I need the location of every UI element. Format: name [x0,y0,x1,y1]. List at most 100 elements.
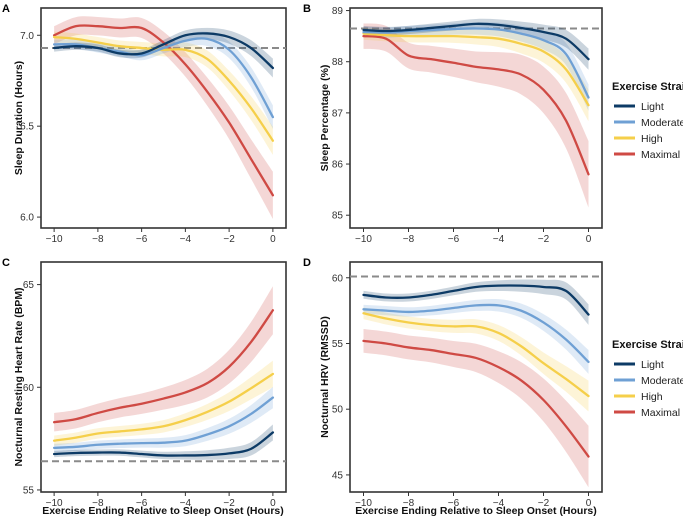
chart-marks-layer: −10 −8 −6 −4 −2 0 6.0 6.5 7.0 −10 −8 −6 −4 −2 0 85 86 87 8… [20,6,602,509]
panel-letter: B [303,3,311,15]
plot-frame [349,261,603,493]
confidence-band-moderate [54,31,273,129]
confidence-band-maximal [363,23,589,208]
x-axis-title: Exercise Ending Relative to Sleep Onset … [355,505,597,517]
x-tick-label: −4 [493,234,505,245]
x-tick-label: −4 [180,234,192,245]
series-line-high [52,372,275,442]
y-tick-label: 45 [332,470,344,481]
panel-letter: C [2,257,10,269]
legend-label-maximal: Maximal [641,149,680,161]
x-axis-title: Exercise Ending Relative to Sleep Onset … [42,505,284,517]
x-tick-label: −2 [538,498,550,509]
y-tick-label: 87 [332,108,344,119]
confidence-band-maximal [363,329,589,488]
plot-frame [349,7,603,229]
panel-c-resting-heart-rate: C Nocturnal Resting Heart Rate (BPM) Exe… [2,257,287,517]
y-tick-label: 6.0 [20,213,34,224]
x-tick-label: 0 [270,498,276,509]
series-line-light [362,22,590,61]
series-line-high [362,32,590,107]
confidence-band-high [54,31,273,155]
series-line-light [362,284,590,316]
legend-label-moderate: Moderate [641,375,683,387]
series-line-maximal [362,34,590,176]
x-tick-label: −8 [92,234,104,245]
panel-d-hrv: D Nocturnal HRV (RMSSD) Exercise Ending … [303,257,603,517]
legend-label-light: Light [641,359,664,371]
series-line-high [362,312,590,398]
y-tick-label: 50 [332,405,344,416]
legend-label-high: High [641,391,663,403]
x-tick-label: −10 [46,498,63,509]
panel-c-marks: −10 −8 −6 −4 −2 0 55 60 65 [23,280,286,509]
legend-label-maximal: Maximal [641,407,680,419]
confidence-band-maximal [54,286,273,432]
legend-bottom: Exercise Strain Light Moderate High Maxi… [612,339,683,419]
panel-b-marks: −10 −8 −6 −4 −2 0 85 86 87 88 89 [332,6,602,245]
legend-title: Exercise Strain [612,81,683,93]
confidence-band-light [363,279,589,325]
x-tick-label: −10 [355,234,372,245]
y-tick-label: 7.0 [20,31,34,42]
legend-label-light: Light [641,101,664,113]
x-tick-label: −2 [223,498,235,509]
y-tick-label: 60 [23,383,35,394]
legend-top: Exercise Strain Light Moderate High Maxi… [612,81,683,161]
x-tick-label: −6 [448,234,460,245]
x-tick-label: −8 [403,498,415,509]
x-tick-label: −2 [538,234,550,245]
confidence-band-high [363,27,589,122]
y-axis-title: Nocturnal Resting Heart Rate (BPM) [13,287,25,466]
confidence-band-light [54,424,273,460]
series-line-light [52,32,275,70]
series-line-maximal [52,24,275,197]
y-tick-label: 86 [332,160,344,171]
x-tick-label: 0 [586,498,592,509]
x-tick-label: −2 [223,234,235,245]
panel-a-marks: −10 −8 −6 −4 −2 0 6.0 6.5 7.0 [20,16,286,245]
series-line-light [52,431,275,457]
confidence-band-maximal [54,16,273,219]
confidence-band-moderate [363,22,589,111]
x-tick-label: −4 [493,498,505,509]
x-tick-label: −8 [403,234,415,245]
panel-d-marks: −10 −8 −6 −4 −2 0 45 50 55 60 [332,273,602,509]
y-tick-label: 6.5 [20,122,34,133]
x-tick-label: −6 [136,234,148,245]
y-axis-title: Sleep Duration (Hours) [13,61,25,175]
y-tick-label: 88 [332,57,344,68]
legend-label-high: High [641,133,663,145]
y-tick-label: 60 [332,273,344,284]
plot-frame [40,7,287,229]
plot-area [41,16,286,219]
y-tick-label: 55 [23,485,35,496]
series-line-high [52,35,275,142]
y-tick-label: 85 [332,211,344,222]
y-axis-title: Sleep Percentage (%) [319,65,331,172]
x-tick-label: −4 [180,498,192,509]
plot-area [41,286,286,463]
x-tick-label: −10 [46,234,63,245]
confidence-band-moderate [54,386,273,452]
series-line-maximal [52,309,275,424]
plot-frame [40,261,287,493]
panel-a-sleep-duration: A Sleep Duration (Hours) [2,3,287,229]
series-line-moderate [52,396,275,449]
x-tick-label: 0 [270,234,276,245]
y-tick-label: 65 [23,280,35,291]
plot-area [350,18,602,208]
panel-b-sleep-percentage: B Sleep Percentage (%) [303,3,603,229]
panel-letter: D [303,257,311,269]
confidence-band-light [54,27,273,78]
y-tick-label: 55 [332,339,344,350]
x-tick-label: 0 [586,234,592,245]
series-line-moderate [362,303,590,364]
legend-title: Exercise Strain [612,339,683,351]
panel-letter: A [2,3,10,15]
x-tick-label: −6 [136,498,148,509]
confidence-band-moderate [363,298,589,374]
y-axis-title: Nocturnal HRV (RMSSD) [319,316,331,438]
x-tick-label: −6 [448,498,460,509]
